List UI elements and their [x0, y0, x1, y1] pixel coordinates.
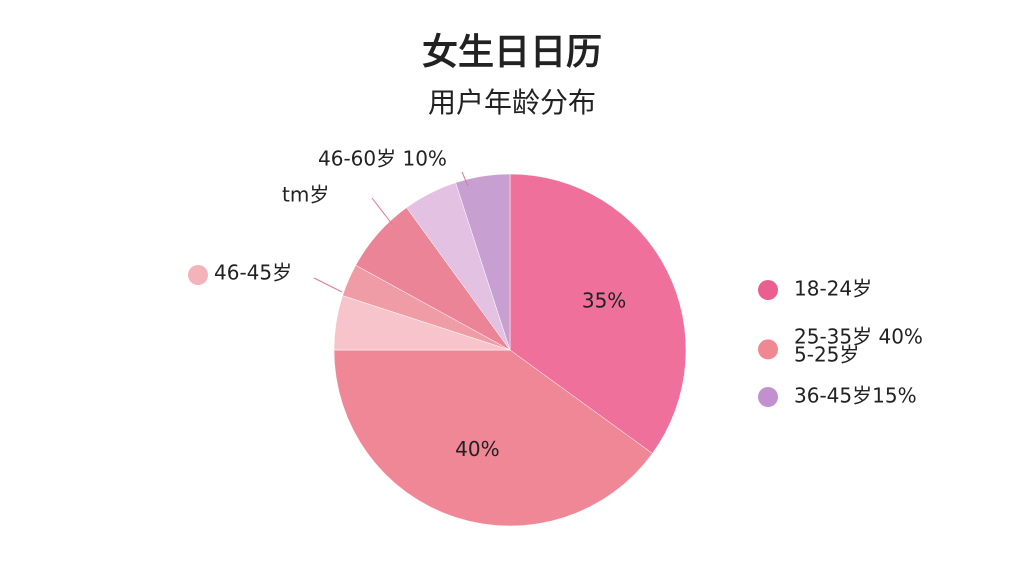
leader-line [313, 277, 343, 293]
pie-slice [455, 173, 511, 351]
legend-label: 18-24岁 [794, 277, 872, 301]
annotation: 46-45岁 [214, 261, 292, 285]
legend-marker [758, 387, 778, 407]
legend-marker [758, 339, 778, 360]
legend-label: 5-25岁 [794, 343, 859, 367]
legend-label: 25-35岁 40% [794, 325, 923, 349]
pie: 35% 40% [333, 173, 687, 527]
pie-slice [509, 173, 687, 454]
leader-line [461, 171, 469, 187]
legend: 18-24岁 25-35岁 40%5-25岁 36-45岁15% [758, 277, 923, 408]
chart-title: 女生日日历 [422, 32, 602, 73]
annotation: tm岁 [282, 183, 329, 207]
leader-line [371, 197, 393, 225]
value-label: 40% [455, 437, 499, 461]
value-label: 35% [582, 289, 626, 313]
pie-slice [333, 349, 653, 527]
annotation: 46-60岁 10% [318, 147, 447, 171]
chart-subtitle: 用户年龄分布 [428, 86, 596, 119]
annotation-marker [188, 265, 208, 285]
legend-marker [758, 280, 778, 300]
legend-label: 36-45岁15% [794, 384, 917, 408]
